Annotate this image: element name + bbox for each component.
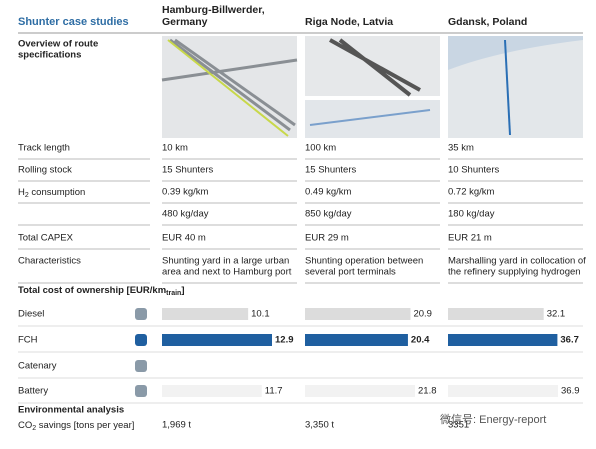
label-part: CO xyxy=(18,420,32,431)
row-label: FCH xyxy=(18,335,38,346)
cell: 850 kg/day xyxy=(305,209,352,220)
row-label: Track length xyxy=(18,143,70,154)
icon xyxy=(135,360,147,372)
bar xyxy=(305,308,411,320)
column-header: Riga Node, Latvia xyxy=(305,16,393,28)
label-part: consumption xyxy=(29,187,86,198)
bar-label: 21.8 xyxy=(418,386,437,397)
bar-label: 11.7 xyxy=(265,386,283,397)
bar-label: 12.9 xyxy=(275,335,294,346)
cell: area and next to Hamburg port xyxy=(162,267,292,278)
cell: EUR 40 m xyxy=(162,233,206,244)
cell: 10 Shunters xyxy=(448,165,499,176)
title: Shunter case studies xyxy=(18,16,129,28)
row-label: Rolling stock xyxy=(18,165,72,176)
cell: Shunting operation between xyxy=(305,256,423,267)
bar xyxy=(448,334,558,346)
bar xyxy=(305,334,408,346)
column-header: Hamburg-Billwerder, xyxy=(162,4,265,16)
bar-label: 36.9 xyxy=(561,386,580,397)
label: H2 consumption xyxy=(18,187,85,199)
label-sub: 2 xyxy=(32,425,36,432)
section-title: Overview of route xyxy=(18,39,98,50)
row-label: Total CAPEX xyxy=(18,233,74,244)
map xyxy=(305,100,440,138)
bar-label: 10.1 xyxy=(251,309,270,320)
cell: 35 km xyxy=(448,143,474,154)
cell: 100 km xyxy=(305,143,336,154)
row-label: Characteristics xyxy=(18,256,81,267)
cell: the refinery supplying hydrogen xyxy=(448,267,581,278)
section-title: specifications xyxy=(18,50,81,61)
icon xyxy=(135,334,147,346)
label: CO2 savings [tons per year] xyxy=(18,420,134,432)
cell: 3,350 t xyxy=(305,420,334,431)
label-sub: train xyxy=(166,290,181,297)
cell: 1,969 t xyxy=(162,420,191,431)
bar-label: 20.4 xyxy=(411,335,430,346)
cell: 480 kg/day xyxy=(162,209,209,220)
cell: 0.49 kg/km xyxy=(305,187,352,198)
cell: Shunting yard in a large urban xyxy=(162,256,289,267)
label-part: Total cost of ownership [EUR/km xyxy=(18,285,166,296)
cell: several port terminals xyxy=(305,267,396,278)
section-title: Environmental analysis xyxy=(18,405,124,416)
icon xyxy=(135,308,147,320)
bar xyxy=(162,308,249,320)
bar xyxy=(162,334,272,346)
maps xyxy=(161,36,583,138)
cell: 10 km xyxy=(162,143,188,154)
icon xyxy=(135,385,147,397)
bar-label: 20.9 xyxy=(413,309,432,320)
bar xyxy=(448,308,544,320)
bar xyxy=(305,385,415,397)
label-part: savings [tons per year] xyxy=(36,420,134,431)
label: Total cost of ownership [EUR/kmtrain] xyxy=(18,285,184,297)
bar-label: 36.7 xyxy=(560,335,579,346)
cell: EUR 21 m xyxy=(448,233,492,244)
row-label: Diesel xyxy=(18,309,44,320)
bar xyxy=(448,385,558,397)
label-part: H xyxy=(18,187,25,198)
column-header: Germany xyxy=(162,16,208,28)
label-part: ] xyxy=(181,285,184,296)
row-label: Battery xyxy=(18,386,48,397)
column-header: Gdansk, Poland xyxy=(448,16,527,28)
cell: 180 kg/day xyxy=(448,209,495,220)
cell: 15 Shunters xyxy=(162,165,213,176)
cell: EUR 29 m xyxy=(305,233,349,244)
row-label: Catenary xyxy=(18,361,57,372)
cell: 3351 xyxy=(448,420,469,431)
watermark: 微信号: Energy-report xyxy=(440,412,546,426)
bar-label: 32.1 xyxy=(547,309,566,320)
bar xyxy=(162,385,262,397)
cell: 0.39 kg/km xyxy=(162,187,209,198)
cell: 15 Shunters xyxy=(305,165,356,176)
cell: Marshalling yard in collocation of xyxy=(448,256,586,267)
label-sub: 2 xyxy=(25,192,29,199)
cell: 0.72 kg/km xyxy=(448,187,495,198)
